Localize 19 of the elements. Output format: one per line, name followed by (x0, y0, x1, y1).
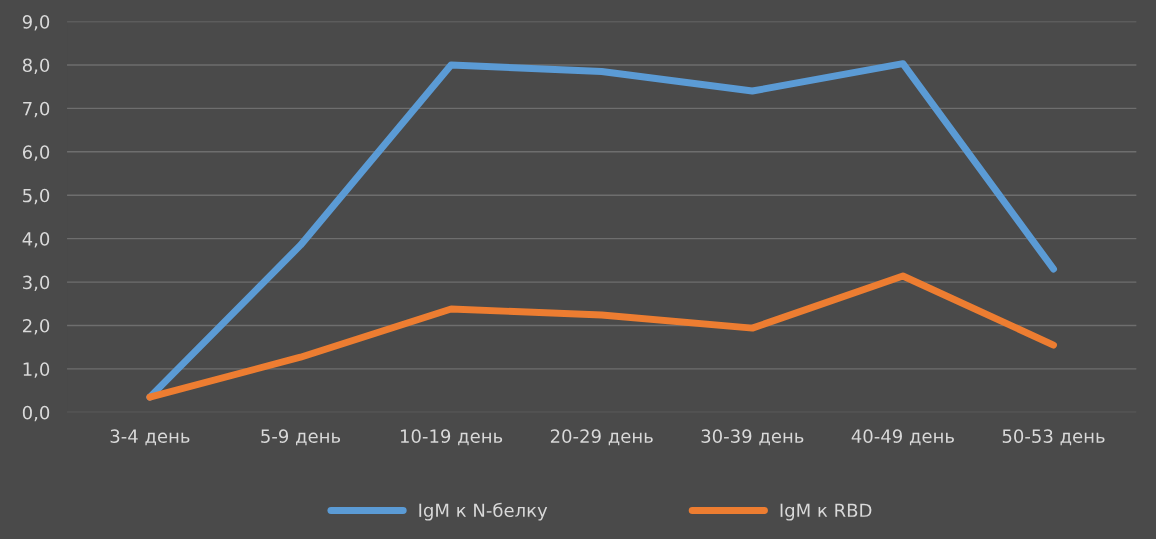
x-tick-label: 20-29 день (550, 429, 653, 446)
y-tick-label: 7,0 (23, 101, 50, 118)
x-tick-label: 40-49 день (851, 429, 954, 446)
y-tick-label: 8,0 (22, 58, 50, 74)
legend-label: IgM к RBD (780, 503, 872, 521)
x-tick-label: 30-39 день (701, 429, 804, 446)
legend-label: IgM к N-белку (419, 502, 548, 521)
x-tick-label: 50-53 день (1002, 429, 1105, 446)
y-tick-label: 2,0 (22, 318, 50, 335)
y-tick-label: 1,0 (23, 362, 50, 378)
y-tick-label: 0,0 (22, 405, 50, 422)
x-tick-label: 5-9 день (261, 429, 341, 446)
x-tick-label: 3-4 день (110, 429, 190, 446)
x-tick-label: 10-19 день (400, 429, 503, 446)
y-tick-label: 4,0 (22, 232, 50, 248)
y-tick-label: 6,0 (22, 145, 50, 161)
y-tick-label: 9,0 (22, 15, 50, 31)
y-tick-label: 5,0 (23, 188, 50, 205)
y-tick-label: 3,0 (23, 275, 50, 292)
